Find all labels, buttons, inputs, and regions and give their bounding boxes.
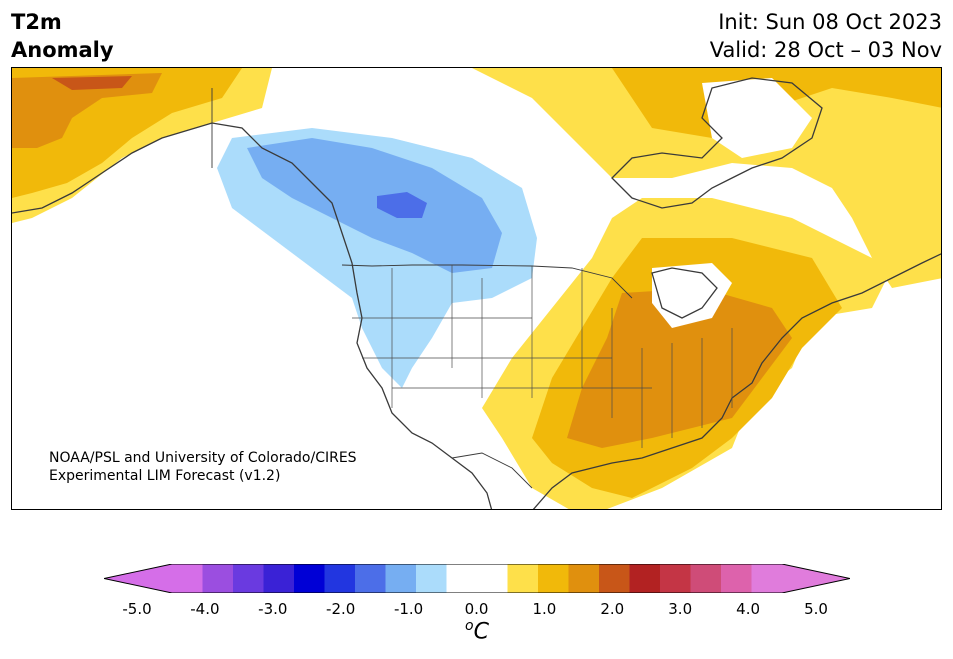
unit-label: C — [473, 619, 489, 645]
colorbar-bin — [507, 564, 539, 593]
colorbar-bin — [751, 564, 783, 593]
colorbar-tick-label: 0.0 — [464, 600, 489, 618]
anomaly-map — [11, 67, 942, 510]
colorbar-bin — [355, 564, 386, 593]
map-title: T2m Anomaly — [11, 8, 114, 64]
init-date: Init: Sun 08 Oct 2023 — [718, 10, 942, 34]
west-cold-medium — [377, 192, 427, 218]
hudson-bay-white — [702, 78, 812, 158]
colorbar-tick-label: 5.0 — [804, 600, 828, 618]
valid-date: Valid: 28 Oct – 03 Nov — [709, 38, 942, 62]
colorbar-bin — [446, 564, 478, 593]
colorbar-extend-high — [782, 564, 850, 593]
colorbar-tick-label: 2.0 — [600, 600, 625, 618]
lake-region-white — [652, 263, 732, 328]
date-info: Init: Sun 08 Oct 2023 Valid: 28 Oct – 03… — [710, 8, 942, 64]
credit-text: NOAA/PSL and University of Colorado/CIRE… — [49, 449, 357, 485]
colorbar-tick-label: 3.0 — [668, 600, 693, 618]
colorbar-tick-label: 4.0 — [736, 600, 761, 618]
east-warm-orange — [567, 288, 792, 448]
state-borders — [352, 265, 733, 448]
colorbar-bin — [690, 564, 722, 593]
colorbar-unit: oC — [465, 618, 489, 644]
colorbar-bin — [721, 564, 752, 593]
colorbar-bin — [385, 564, 417, 593]
colorbar-bin — [538, 564, 569, 593]
colorbar-bin — [233, 564, 264, 593]
colorbar-extend-low — [104, 564, 172, 593]
west-cold — [247, 138, 502, 273]
colorbar-bin — [599, 564, 630, 593]
colorbar-bin — [660, 564, 691, 593]
colorbar-bin — [629, 564, 661, 593]
colorbar-tick-label: -3.0 — [258, 600, 288, 618]
colorbar-tick-label: -5.0 — [122, 600, 152, 618]
title-line-2: Anomaly — [11, 38, 114, 62]
colorbar-tick-label: -4.0 — [190, 600, 220, 618]
colorbar-segments — [104, 564, 850, 593]
colorbar-tick-label: -2.0 — [326, 600, 356, 618]
title-line-1: T2m — [11, 10, 62, 34]
country-borders — [211, 88, 633, 489]
colorbar-bin — [568, 564, 600, 593]
colorbar-bin — [263, 564, 295, 593]
colorbar-bin — [294, 564, 325, 593]
colorbar-bin — [416, 564, 447, 593]
credit-line-1: NOAA/PSL and University of Colorado/CIRE… — [49, 450, 357, 466]
colorbar-bin — [172, 564, 203, 593]
colorbar-bin — [324, 564, 356, 593]
colorbar-bin — [477, 564, 508, 593]
arctic-warm-light — [472, 68, 941, 288]
map-svg — [12, 68, 941, 509]
unit-superscript: o — [465, 618, 474, 634]
colorbar — [104, 564, 850, 593]
alaska-warm-red — [52, 76, 132, 90]
colorbar-tick-label: 1.0 — [532, 600, 557, 618]
credit-line-2: Experimental LIM Forecast (v1.2) — [49, 468, 281, 484]
alaska-warm-orange — [12, 73, 162, 148]
colorbar-bin — [202, 564, 234, 593]
colorbar-tick-label: -1.0 — [393, 600, 424, 618]
